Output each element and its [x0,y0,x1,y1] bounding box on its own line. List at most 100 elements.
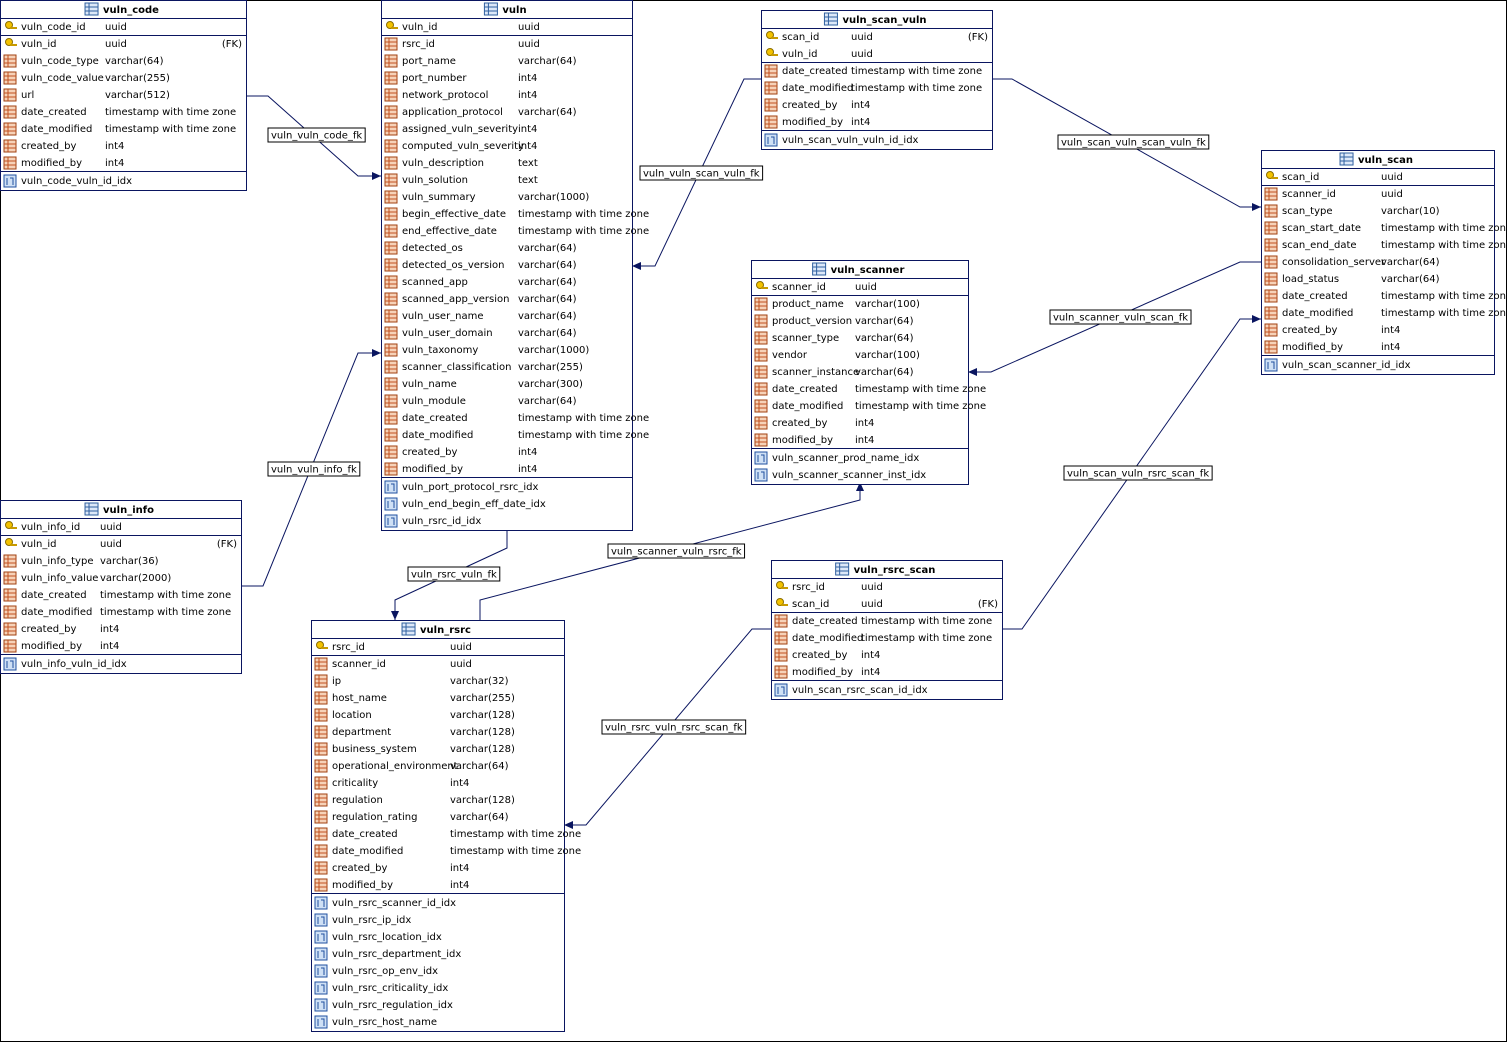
column-type: uuid [105,22,127,33]
column-type: int4 [1381,342,1400,353]
table-title: vuln_code [103,5,159,16]
column-icon [314,725,328,739]
relationship-arrow [968,368,977,376]
column-name: date_modified [332,846,403,857]
column-type: uuid [105,39,127,50]
column-type: int4 [450,863,469,874]
column-icon [384,207,398,221]
index-icon [384,497,398,511]
column-icon [1264,289,1278,303]
key-icon [766,48,774,56]
column-icon-grid [4,555,16,567]
column-name: date_modified [21,124,92,135]
column-icon-grid [4,106,16,118]
column-type: varchar(255) [105,73,170,84]
column-icon-grid [315,675,327,687]
column-type: varchar(64) [518,311,577,322]
column-type: int4 [100,624,119,635]
relationship-arrow [1252,203,1261,211]
column-name: consolidation_server [1282,257,1386,268]
column-type: uuid [450,659,472,670]
column-name: end_effective_date [402,226,497,237]
relationship-label: vuln_vuln_info_fk [271,465,357,476]
column-type: timestamp with time zone [105,107,236,118]
column-type: varchar(64) [105,56,164,67]
column-type: varchar(64) [1381,257,1440,268]
column-name: port_number [402,73,467,84]
relationship-label-box [601,719,747,735]
table-box [761,10,993,150]
table-title: vuln_rsrc_scan [854,565,936,576]
column-icon-grid [385,140,397,152]
column-icon [754,433,768,447]
column-name: scanned_app_version [402,294,509,305]
column-type: varchar(64) [855,367,914,378]
column-name: regulation_rating [332,812,417,823]
column-icon [384,258,398,272]
table-box [1261,150,1495,375]
column-name: assigned_vuln_severity [402,124,518,135]
column-type: timestamp with time zone [100,607,231,618]
column-name: scan_id [782,32,819,43]
table-icon [84,502,99,516]
index-icon [314,981,328,995]
table-box [751,260,969,485]
index-icon [314,947,328,961]
column-type: int4 [851,100,870,111]
table-icon-grid [1340,153,1354,165]
table-box [311,620,565,1032]
column-name: modified_by [332,880,393,891]
column-type: varchar(128) [450,710,515,721]
column-type: varchar(64) [518,56,577,67]
index-name: vuln_rsrc_criticality_idx [332,983,448,994]
column-type: int4 [518,141,537,152]
key-icon [5,538,13,546]
column-icon [384,394,398,408]
column-name: ip [332,676,341,687]
index-icon-mark [317,916,325,924]
column-type: int4 [518,73,537,84]
column-name: vuln_user_name [402,311,484,322]
column-icon-grid [385,344,397,356]
column-icon-grid [315,794,327,806]
index-icon [774,683,788,697]
column-name: vuln_code_value [21,73,104,84]
column-icon-grid [4,623,16,635]
column-icon-grid [385,72,397,84]
column-icon [3,571,17,585]
column-icon-grid [1265,273,1277,285]
key-icon [5,21,13,29]
table-icon-grid [812,263,826,275]
column-icon [3,622,17,636]
column-icon-grid [755,366,767,378]
column-type: timestamp with time zone [1381,223,1507,234]
key-icon-stem [10,44,17,46]
column-icon-grid [4,89,16,101]
column-name: detected_os [402,243,463,254]
column-icon [754,314,768,328]
relationship-label-box [1063,465,1213,481]
table-title: vuln_scan_vuln [842,15,926,26]
column-type: uuid [100,522,122,533]
index-name: vuln_end_begin_eff_date_idx [402,499,546,510]
column-type: varchar(64) [518,243,577,254]
column-name: vuln_info_id [21,522,80,533]
column-type: uuid [851,49,873,60]
column-icon-grid [385,446,397,458]
column-icon [384,241,398,255]
column-icon-grid [4,606,16,618]
column-type: varchar(64) [855,316,914,327]
index-icon-mark [387,517,395,525]
column-icon-grid [385,395,397,407]
column-icon-grid [1265,205,1277,217]
column-type: uuid [518,22,540,33]
column-icon [384,122,398,136]
relationship-label: vuln_vuln_scan_vuln_fk [643,169,760,180]
relationship-label: vuln_vuln_code_fk [271,131,362,142]
column-icon [384,139,398,153]
index-name: vuln_scan_scanner_id_idx [1282,360,1411,371]
table-icon [84,2,99,16]
column-icon-grid [4,140,16,152]
key-icon [756,281,764,289]
